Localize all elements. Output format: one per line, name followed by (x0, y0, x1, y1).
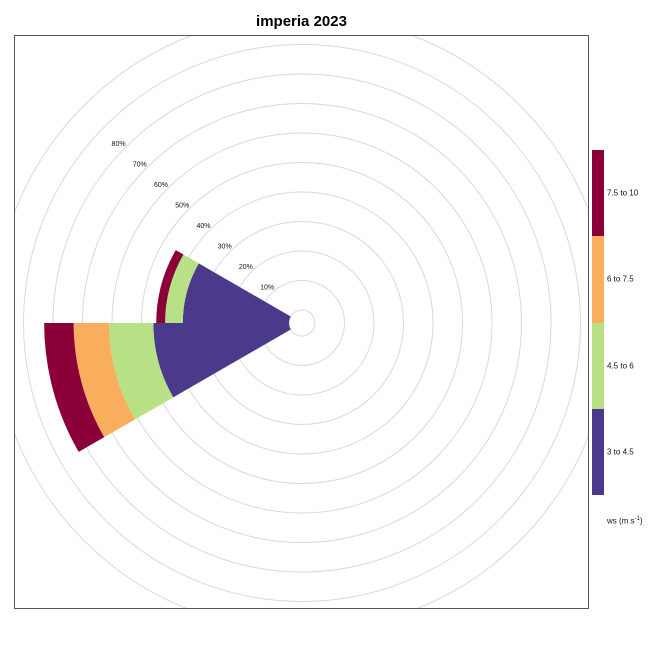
colorbar-title-sup: -1 (634, 516, 640, 522)
colorbar-segment (592, 150, 604, 237)
rose-segment (156, 250, 184, 323)
colorbar (592, 150, 604, 495)
colorbar-label: 7.5 to 10 (607, 188, 639, 198)
wind-rose-svg: 10% 20% 30% 40% 50% 60% 70% 80% (15, 36, 588, 608)
ring-label: 70% (133, 161, 147, 168)
wind-rose-plot: 10% 20% 30% 40% 50% 60% 70% 80% (14, 35, 589, 609)
ring-label: 30% (218, 243, 232, 250)
colorbar-label: 4.5 to 6 (607, 361, 634, 371)
ring-label: 10% (260, 284, 274, 291)
grid-ring (15, 36, 588, 608)
colorbar-title-end: ) (639, 516, 643, 526)
rose-segment (109, 323, 174, 420)
rose-segment (165, 254, 199, 323)
colorbar-segment (592, 236, 604, 323)
ring-label: 50% (175, 202, 189, 209)
colorbar-segment (592, 322, 604, 409)
colorbar-segment (592, 408, 604, 495)
ring-label: 20% (239, 264, 253, 271)
ring-label: 60% (154, 182, 168, 189)
rose-segment (73, 323, 135, 438)
chart-title: imperia 2023 (256, 13, 347, 30)
ring-label: 80% (112, 141, 126, 148)
grid-ring-inner (288, 309, 316, 337)
colorbar-title: ws (m s-1) (607, 516, 643, 526)
colorbar-label: 3 to 4.5 (607, 447, 634, 457)
rose-segment (153, 323, 291, 398)
colorbar-title-main: ws (m s (607, 516, 635, 526)
ring-label: 40% (196, 223, 210, 230)
grid-ring (23, 44, 581, 602)
colorbar-label: 6 to 7.5 (607, 274, 634, 284)
rose-segment (182, 263, 291, 323)
rose-segment (44, 323, 105, 452)
